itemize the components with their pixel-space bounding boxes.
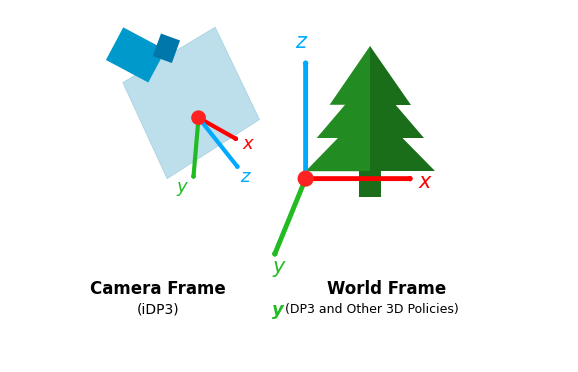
Text: $\mathit{y}$: $\mathit{y}$ [272, 259, 287, 279]
Polygon shape [106, 28, 166, 83]
Text: $\mathit{y}$: $\mathit{y}$ [176, 180, 190, 198]
Text: World Frame: World Frame [327, 280, 446, 298]
Circle shape [298, 171, 313, 186]
Text: (DP3 and Other 3D Policies): (DP3 and Other 3D Policies) [286, 303, 459, 316]
Text: $\mathit{x}$: $\mathit{x}$ [242, 135, 255, 153]
Polygon shape [317, 75, 370, 138]
Polygon shape [329, 46, 370, 105]
Circle shape [192, 111, 205, 124]
Polygon shape [359, 171, 381, 197]
Text: y: y [272, 301, 284, 319]
Polygon shape [306, 105, 370, 171]
Polygon shape [370, 75, 424, 138]
Polygon shape [153, 33, 180, 63]
Polygon shape [370, 46, 411, 105]
Text: Camera Frame: Camera Frame [90, 280, 226, 298]
Text: $\mathit{z}$: $\mathit{z}$ [295, 32, 309, 52]
Polygon shape [123, 27, 260, 179]
Polygon shape [370, 105, 435, 171]
Text: $\mathit{x}$: $\mathit{x}$ [418, 172, 434, 192]
Text: $\mathit{z}$: $\mathit{z}$ [240, 168, 252, 186]
Text: (iDP3): (iDP3) [136, 303, 179, 317]
